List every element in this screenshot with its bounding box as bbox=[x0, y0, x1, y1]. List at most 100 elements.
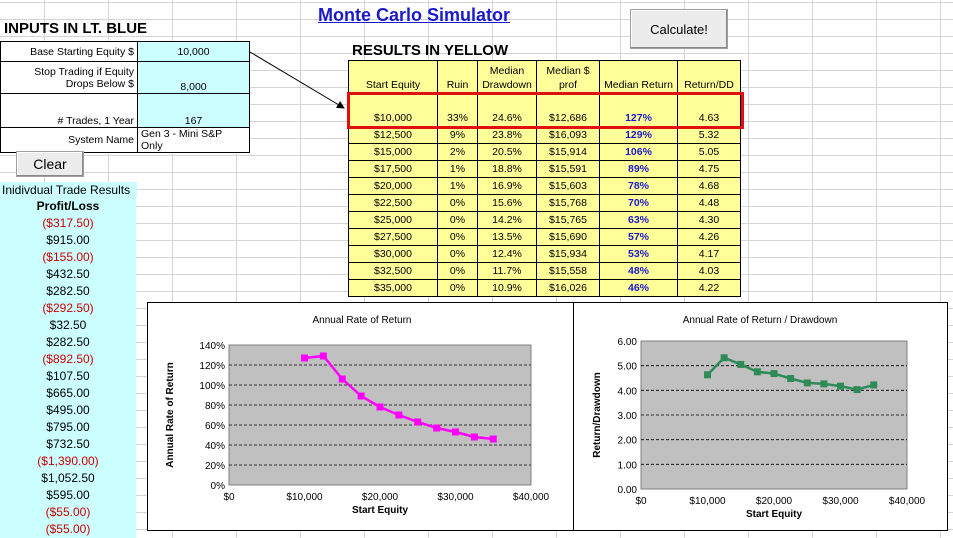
results-body: $10,000 33% 24.6% $12,686 127% 4.63 $12,500 9% 2… bbox=[348, 92, 741, 297]
stop-equity-input[interactable]: 8,000 bbox=[137, 61, 250, 94]
trade-value: $282.50 bbox=[46, 284, 90, 298]
x-tick-label: $20,000 bbox=[362, 492, 399, 503]
cell-median-return: 46% bbox=[599, 279, 678, 297]
cell-return-dd: 4.63 bbox=[677, 92, 741, 127]
cell-ruin: 0% bbox=[437, 245, 478, 263]
y-axis-label: Annual Rate of Return bbox=[165, 362, 176, 468]
clear-button[interactable]: Clear bbox=[16, 151, 84, 177]
data-point bbox=[452, 428, 459, 436]
cell-median-return: 53% bbox=[599, 245, 678, 263]
x-tick-label: $0 bbox=[635, 496, 647, 507]
cell-return-dd: 4.68 bbox=[677, 177, 741, 195]
system-name-input[interactable]: Gen 3 - Mini S&P Only bbox=[137, 127, 250, 153]
trade-value: ($55.00) bbox=[45, 505, 91, 519]
inputs-table: Base Starting Equity $ 10,000 Stop Tradi… bbox=[0, 41, 250, 153]
x-tick-label: $20,000 bbox=[756, 496, 793, 507]
cell-return-dd: 5.32 bbox=[677, 126, 741, 144]
cell-median-drawdown: 14.2% bbox=[477, 211, 537, 229]
y-tick-label: 120% bbox=[199, 361, 225, 372]
trade-value: $665.00 bbox=[46, 386, 90, 400]
cell-start-equity: $35,000 bbox=[348, 279, 438, 297]
data-point bbox=[704, 371, 711, 379]
cell-return-dd: 4.48 bbox=[677, 194, 741, 212]
trade-value: $1,052.50 bbox=[41, 471, 95, 485]
data-point bbox=[395, 411, 403, 419]
x-tick-label: $30,000 bbox=[437, 492, 474, 503]
cell-start-equity: $12,500 bbox=[348, 126, 438, 144]
results-row: $15,000 2% 20.5% $15,914 106% 5.05 bbox=[348, 143, 741, 161]
data-point bbox=[357, 392, 365, 400]
calculate-button[interactable]: Calculate! bbox=[630, 9, 728, 49]
results-row: $27,500 0% 13.5% $15,690 57% 4.26 bbox=[348, 228, 741, 246]
data-point bbox=[319, 352, 327, 360]
system-name-label: System Name bbox=[0, 127, 138, 153]
cell-median-return: 70% bbox=[599, 194, 678, 212]
cell-return-dd: 4.30 bbox=[677, 211, 741, 229]
trade-value: $282.50 bbox=[46, 335, 90, 349]
cell-median-drawdown: 18.8% bbox=[477, 160, 537, 178]
cell-median-profit: $15,603 bbox=[536, 177, 600, 195]
trade-value: $595.00 bbox=[46, 488, 90, 502]
stop-label-line1: Stop Trading if Equity bbox=[34, 65, 134, 78]
trades-header: Inidivdual Trade Results bbox=[0, 182, 137, 198]
y-tick-label: 1.00 bbox=[618, 460, 638, 471]
results-table: Start Equity Ruin Median Drawdown Median… bbox=[348, 60, 741, 297]
cell-median-profit: $15,768 bbox=[536, 194, 600, 212]
trade-value: ($155.00) bbox=[42, 250, 94, 264]
cell-median-profit: $16,093 bbox=[536, 126, 600, 144]
cell-ruin: 1% bbox=[437, 160, 478, 178]
cell-start-equity: $10,000 bbox=[348, 92, 438, 127]
trade-value: ($55.00) bbox=[45, 522, 91, 536]
y-tick-label: 80% bbox=[205, 401, 225, 412]
y-axis-label: Return/Drawdown bbox=[592, 372, 603, 458]
trades-input[interactable]: 167 bbox=[137, 93, 250, 128]
data-point bbox=[489, 435, 497, 443]
col-header-median-drawdown: Median Drawdown bbox=[477, 60, 537, 93]
page-title: Monte Carlo Simulator bbox=[318, 5, 511, 25]
x-tick-label: $10,000 bbox=[689, 496, 726, 507]
cell-median-profit: $16,026 bbox=[536, 279, 600, 297]
data-point bbox=[837, 382, 844, 390]
cell-ruin: 0% bbox=[437, 262, 478, 280]
y-tick-label: 0.00 bbox=[618, 485, 638, 496]
chart-title: Annual Rate of Return bbox=[313, 315, 412, 326]
x-tick-label: $40,000 bbox=[889, 496, 926, 507]
y-tick-label: 100% bbox=[199, 381, 225, 392]
data-point bbox=[853, 386, 861, 394]
cell-return-dd: 4.17 bbox=[677, 245, 741, 263]
y-tick-label: 40% bbox=[205, 441, 225, 452]
trades-label: # Trades, 1 Year bbox=[0, 93, 138, 128]
data-point bbox=[376, 403, 384, 411]
data-point bbox=[470, 433, 478, 441]
trade-value: $915.00 bbox=[46, 233, 90, 247]
trade-value: $32.50 bbox=[49, 318, 87, 332]
cell-ruin: 9% bbox=[437, 126, 478, 144]
x-tick-label: $30,000 bbox=[822, 496, 859, 507]
y-tick-label: 2.00 bbox=[618, 436, 638, 447]
return-dd-chart[interactable]: Annual Rate of Return / Drawdown 0.00 1.00… bbox=[573, 302, 948, 531]
cell-ruin: 0% bbox=[437, 194, 478, 212]
results-row: $35,000 0% 10.9% $16,026 46% 4.22 bbox=[348, 279, 741, 297]
y-tick-label: 0% bbox=[211, 481, 226, 492]
results-title: RESULTS IN YELLOW bbox=[352, 42, 509, 59]
cell-median-profit: $15,591 bbox=[536, 160, 600, 178]
cell-ruin: 0% bbox=[437, 228, 478, 246]
y-tick-label: 3.00 bbox=[618, 411, 638, 422]
return-chart[interactable]: Annual Rate of Return 0% 20% 40% 60% 80% 100% 1… bbox=[147, 302, 575, 531]
arrow-line bbox=[249, 51, 345, 109]
y-tick-label: 6.00 bbox=[618, 337, 638, 348]
results-row: $25,000 0% 14.2% $15,765 63% 4.30 bbox=[348, 211, 741, 229]
return-chart-svg: Annual Rate of Return 0% 20% 40% 60% 80% 100% 1… bbox=[165, 315, 550, 516]
inputs-title: INPUTS IN LT. BLUE bbox=[4, 20, 148, 37]
cell-median-profit: $15,765 bbox=[536, 211, 600, 229]
y-tick-label: 60% bbox=[205, 421, 225, 432]
data-point bbox=[753, 368, 761, 376]
trade-value: $495.00 bbox=[46, 403, 90, 417]
data-point bbox=[414, 418, 422, 426]
trade-value: ($1,390.00) bbox=[37, 454, 99, 468]
trade-value: $107.50 bbox=[46, 369, 90, 383]
cell-return-dd: 4.22 bbox=[677, 279, 741, 297]
data-point bbox=[770, 370, 778, 378]
results-row: $22,500 0% 15.6% $15,768 70% 4.48 bbox=[348, 194, 741, 212]
return-dd-chart-svg: Annual Rate of Return / Drawdown 0.00 1.00… bbox=[592, 315, 926, 520]
